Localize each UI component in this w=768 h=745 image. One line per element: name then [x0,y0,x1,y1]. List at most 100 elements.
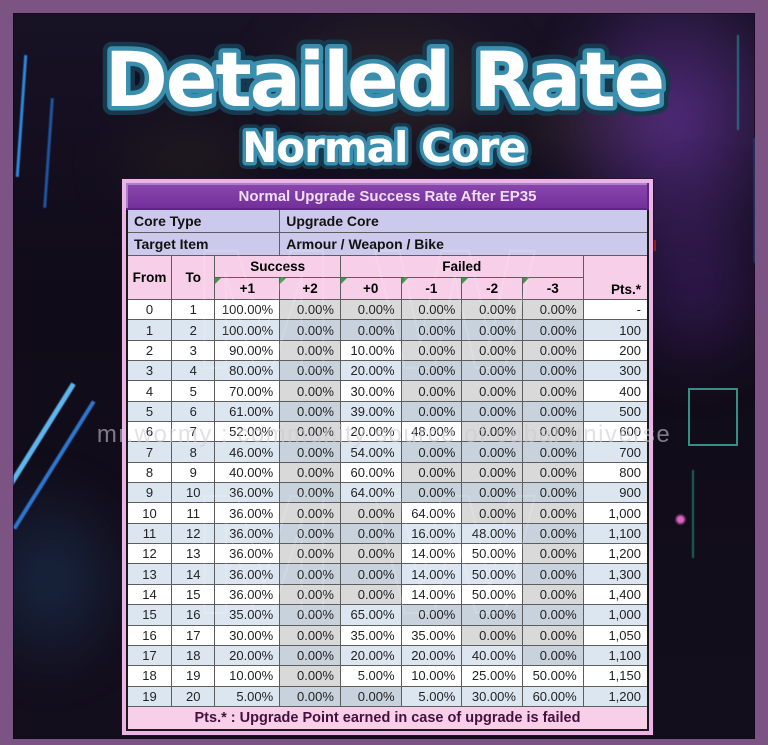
to-cell: 5 [170,380,216,402]
col-from: From [126,255,172,300]
target-item-label: Target Item [126,232,281,256]
failed-minus2-cell: 50.00% [461,543,523,565]
table-row: 14 15 36.00% 0.00% 0.00% 14.00% 50.00% 0.00% 1,4… [126,583,649,606]
table-row: 2 3 90.00% 0.00% 10.00% 0.00% 0.00% 0.00% 200 [126,339,649,362]
failed-minus1-cell: 14.00% [400,563,463,585]
to-cell: 16 [170,604,216,626]
pts-cell: 1,200 [582,543,649,565]
pts-cell: 200 [582,339,649,362]
table-row: 9 10 36.00% 0.00% 64.00% 0.00% 0.00% 0.00% 900 [126,482,649,504]
from-cell: 16 [126,624,172,646]
core-type-label: Core Type [126,208,281,233]
failed-minus3-cell: 0.00% [521,441,584,463]
table-title-row: Normal Upgrade Success Rate After EP35 [126,183,649,210]
success-plus2-cell: 0.00% [279,380,341,402]
footer-row: Pts.* : Upgrade Point earned in case of … [126,706,649,731]
failed-minus1-cell: 0.00% [400,441,463,463]
rate-table: Normal Upgrade Success Rate After EP35 C… [122,179,653,735]
pts-cell: 700 [582,441,649,463]
success-plus1-cell: 36.00% [214,502,281,524]
failed-minus3-cell: 0.00% [521,421,584,443]
failed-plus0-cell: 39.00% [339,400,402,423]
table-row: 17 18 20.00% 0.00% 20.00% 20.00% 40.00% 0.00% 1,… [126,644,649,667]
table-row: 7 8 46.00% 0.00% 54.00% 0.00% 0.00% 0.00% 700 [126,441,649,463]
success-plus2-cell: 0.00% [279,685,341,708]
from-cell: 13 [126,563,172,585]
from-cell: 10 [126,502,172,524]
failed-minus3-cell: 50.00% [521,665,584,687]
failed-minus1-cell: 0.00% [400,482,463,504]
success-plus2-cell: 0.00% [279,604,341,626]
col-to: To [170,255,216,300]
table-title: Normal Upgrade Success Rate After EP35 [126,183,649,210]
success-plus2-cell: 0.00% [279,298,341,321]
failed-minus3-cell: 0.00% [521,360,584,382]
pts-cell: 400 [582,380,649,402]
from-cell: 4 [126,380,172,402]
failed-minus1-cell: 48.00% [400,421,463,443]
failed-minus3-cell: 0.00% [521,461,584,484]
failed-minus2-cell: 48.00% [461,522,523,545]
failed-minus2-cell: 25.00% [461,665,523,687]
failed-plus0-cell: 20.00% [339,421,402,443]
failed-minus1-cell: 14.00% [400,543,463,565]
failed-minus1-cell: 16.00% [400,522,463,545]
table-row: 18 19 10.00% 0.00% 5.00% 10.00% 25.00% 50.00% 1,… [126,665,649,687]
success-plus1-cell: 36.00% [214,522,281,545]
col-minus2: -2 [461,277,523,300]
table-row: 16 17 30.00% 0.00% 35.00% 35.00% 0.00% 0.00% 1,0… [126,624,649,646]
footer-note: Pts.* : Upgrade Point earned in case of … [126,706,649,731]
failed-plus0-cell: 5.00% [339,665,402,687]
failed-minus3-cell: 0.00% [521,482,584,504]
pts-cell: 800 [582,461,649,484]
failed-minus1-cell: 0.00% [400,400,463,423]
pts-cell: 1,200 [582,685,649,708]
success-plus2-cell: 0.00% [279,482,341,504]
to-cell: 17 [170,624,216,646]
to-cell: 6 [170,400,216,423]
table-row: 5 6 61.00% 0.00% 39.00% 0.00% 0.00% 0.00% 500 [126,400,649,423]
neon-line [0,382,76,517]
success-plus2-cell: 0.00% [279,583,341,606]
failed-minus1-cell: 0.00% [400,604,463,626]
to-cell: 2 [170,319,216,341]
from-cell: 0 [126,298,172,321]
table-row: 15 16 35.00% 0.00% 65.00% 0.00% 0.00% 0.00% 1,00… [126,604,649,626]
success-plus1-cell: 100.00% [214,298,281,321]
table-row: 3 4 80.00% 0.00% 20.00% 0.00% 0.00% 0.00% 300 [126,360,649,382]
to-cell: 1 [170,298,216,321]
table-row: 10 11 36.00% 0.00% 0.00% 64.00% 0.00% 0.00% 1,00… [126,502,649,524]
col-minus3: -3 [521,277,584,300]
failed-minus3-cell: 0.00% [521,400,584,423]
failed-minus3-cell: 0.00% [521,380,584,402]
core-type-row: Core Type Upgrade Core [126,208,649,233]
from-cell: 15 [126,604,172,626]
success-plus1-cell: 40.00% [214,461,281,484]
success-plus2-cell: 0.00% [279,441,341,463]
to-cell: 8 [170,441,216,463]
blue-glow [0,470,140,690]
failed-plus0-cell: 64.00% [339,482,402,504]
success-plus1-cell: 100.00% [214,319,281,341]
to-cell: 9 [170,461,216,484]
pts-cell: 1,000 [582,604,649,626]
from-cell: 7 [126,441,172,463]
rate-table-body: 0 1 100.00% 0.00% 0.00% 0.00% 0.00% 0.00% -1 2 100… [126,298,649,708]
teal-box-outline [688,388,738,446]
pts-cell: 1,050 [582,624,649,646]
failed-minus2-cell: 0.00% [461,441,523,463]
failed-minus1-cell: 0.00% [400,339,463,362]
success-plus1-cell: 5.00% [214,685,281,708]
to-cell: 19 [170,665,216,687]
failed-minus1-cell: 35.00% [400,624,463,646]
table-row: 8 9 40.00% 0.00% 60.00% 0.00% 0.00% 0.00% 800 [126,461,649,484]
to-cell: 15 [170,583,216,606]
from-cell: 19 [126,685,172,708]
failed-plus0-cell: 54.00% [339,441,402,463]
success-plus1-cell: 20.00% [214,644,281,667]
failed-plus0-cell: 0.00% [339,563,402,585]
failed-minus3-cell: 0.00% [521,319,584,341]
column-sub-row: +1 +2 +0 -1 -2 -3 [127,277,648,300]
core-type-value: Upgrade Core [279,208,649,233]
